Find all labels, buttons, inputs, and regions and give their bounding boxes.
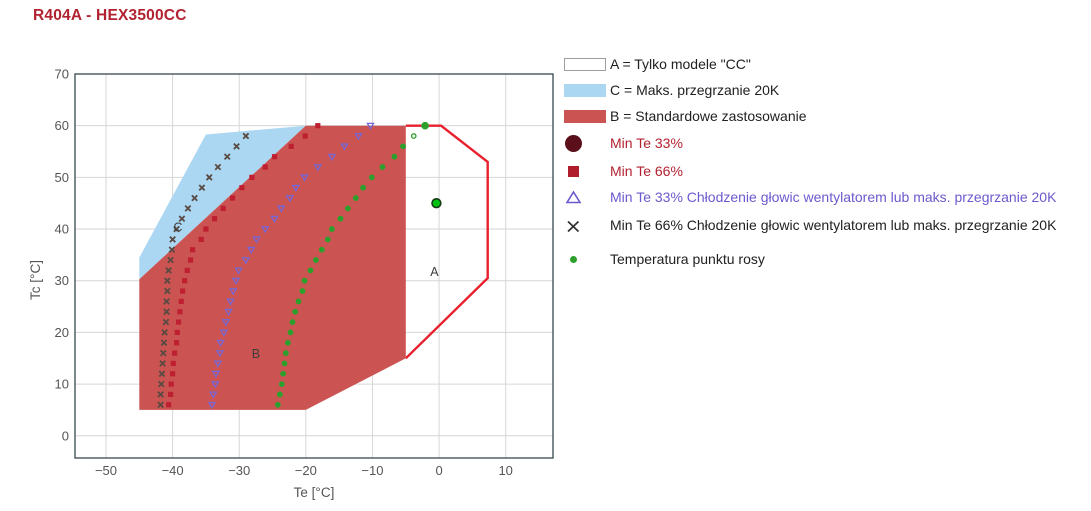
svg-text:Te [°C]: Te [°C] (294, 485, 335, 500)
svg-text:−20: −20 (295, 463, 317, 478)
legend-item-min-te-33-fan: Min Te 33% Chłodzenie głowic wentylatore… (564, 187, 1080, 213)
legend-item-label: A = Tylko modele "CC" (610, 55, 751, 72)
svg-text:70: 70 (55, 67, 69, 82)
legend-item-region-c: C = Maks. przegrzanie 20K (564, 77, 1080, 103)
legend-item-min-te-66: Min Te 66% (564, 157, 1080, 185)
axis-titles: Te [°C] Tc [°C] (28, 260, 334, 500)
svg-text:−30: −30 (228, 463, 250, 478)
legend-item-region-b: B = Standardowe zastosowanie (564, 103, 1080, 129)
svg-text:−10: −10 (361, 463, 383, 478)
series-1-triangle-down (207, 122, 375, 410)
region-a-swatch-icon (564, 57, 610, 71)
legend-item-region-a: A = Tylko modele "CC" (564, 51, 1080, 77)
legend-item-label: B = Standardowe zastosowanie (610, 107, 807, 124)
svg-text:Tc [°C]: Tc [°C] (28, 260, 43, 300)
legend-item-min-te-66-fan: Min Te 66% Chłodzenie głowic wentylatore… (564, 215, 1080, 241)
green-dot-marker-icon (564, 255, 610, 263)
series-3-dot (274, 143, 407, 408)
svg-text:A: A (430, 265, 439, 279)
svg-text:0: 0 (435, 463, 442, 478)
series-2-x (157, 132, 250, 409)
svg-text:40: 40 (55, 222, 69, 237)
region-b-swatch-icon (564, 109, 610, 123)
series-0-square (166, 123, 321, 408)
large-green-point (431, 198, 442, 209)
page-title: R404A - HEX3500CC (33, 7, 187, 24)
svg-text:10: 10 (498, 463, 512, 478)
filled-square-marker-icon (564, 165, 610, 177)
svg-text:−50: −50 (95, 463, 117, 478)
filled-circle-marker-icon (564, 134, 610, 152)
legend-item-label: Min Te 66% (610, 162, 683, 179)
legend-item-label: Min Te 33% (610, 134, 683, 151)
axis-tick-labels: −50 −40 −30 −20 −10 0 10 0 10 20 30 40 50 60 70 (55, 67, 513, 479)
operating-envelope-chart: C B A −50 −40 −30 −20 −10 0 10 0 10 20 30 40 50 60 70 Te [… (28, 67, 554, 500)
region-a (404, 124, 489, 360)
svg-text:B: B (252, 347, 260, 361)
legend-item-min-te-33: Min Te 33% (564, 129, 1080, 157)
plot-frame (74, 73, 554, 459)
legend-item-label: Temperatura punktu rosy (610, 250, 765, 267)
svg-text:30: 30 (55, 273, 69, 288)
region-c-swatch-icon (564, 83, 610, 97)
region-labels: C B A (173, 220, 439, 361)
x-marker-icon (564, 218, 610, 234)
legend-item-label: Min Te 33% Chłodzenie głowic wentylatore… (610, 189, 1057, 205)
triangle-marker-icon (564, 190, 610, 205)
legend-item-label: C = Maks. przegrzanie 20K (610, 81, 780, 98)
svg-text:20: 20 (55, 325, 69, 340)
legend-item-label: Min Te 66% Chłodzenie głowic wentylatore… (610, 217, 1057, 233)
highlight-points (410, 121, 442, 209)
svg-text:0: 0 (62, 428, 69, 443)
svg-text:50: 50 (55, 170, 69, 185)
svg-text:C: C (173, 220, 182, 234)
svg-text:10: 10 (55, 377, 69, 392)
legend-item-dew-point: Temperatura punktu rosy (564, 245, 1080, 273)
svg-text:60: 60 (55, 118, 69, 133)
chart-legend: A = Tylko modele "CC" C = Maks. przegrza… (564, 51, 1080, 273)
region-b (139, 125, 406, 410)
svg-text:−40: −40 (162, 463, 184, 478)
